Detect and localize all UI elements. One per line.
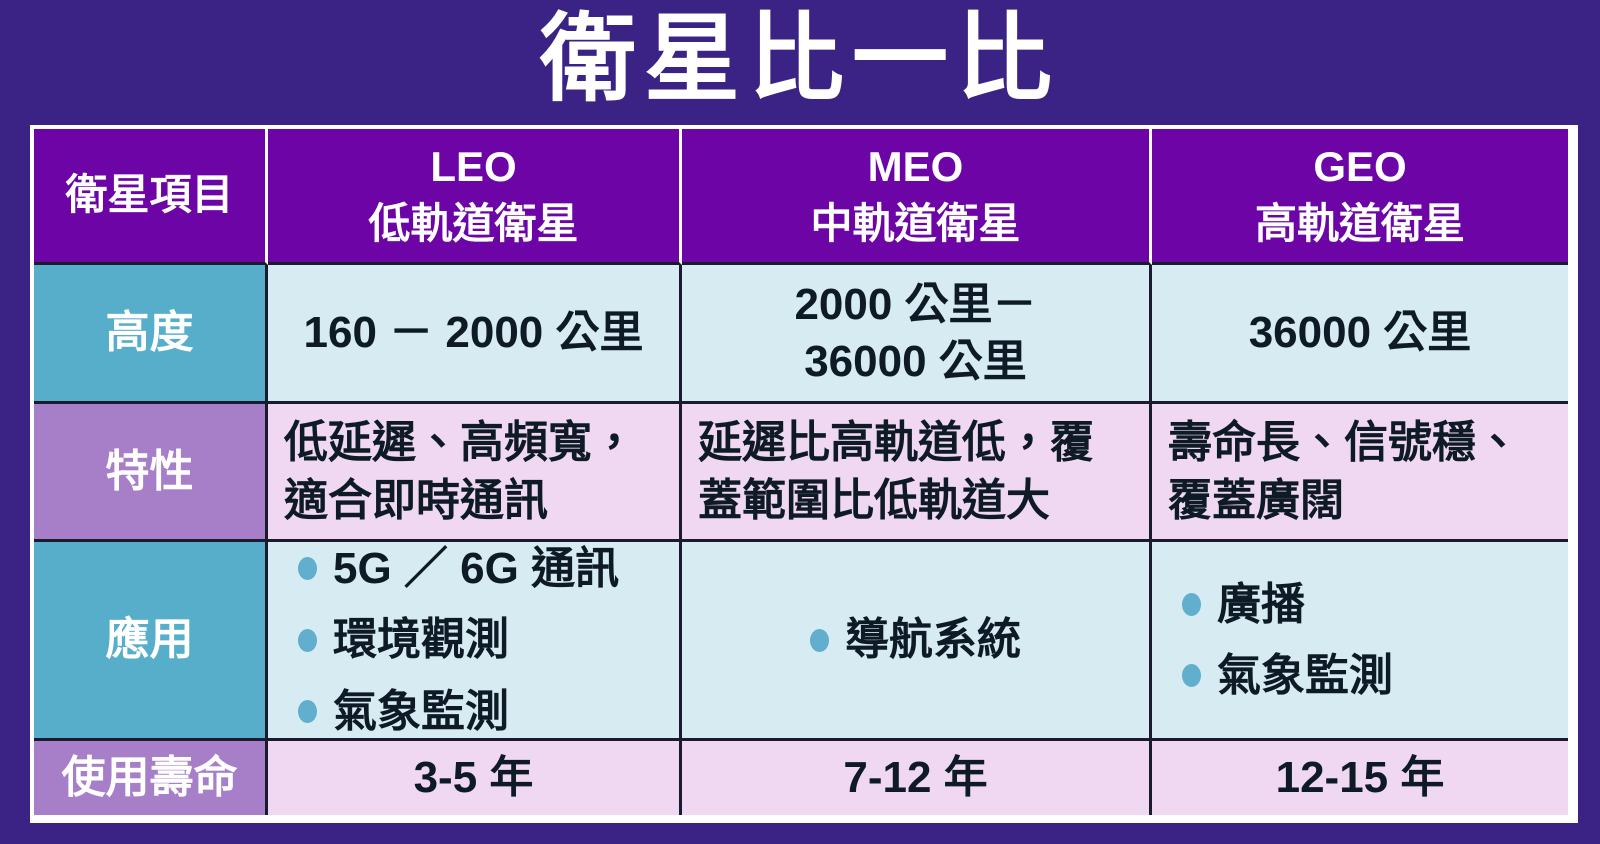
application-label: 環境觀測	[333, 615, 509, 665]
bullet-icon	[298, 699, 317, 723]
application-label: 5G ／ 6G 通訊	[333, 544, 620, 594]
list-item: 5G ／ 6G 通訊	[298, 540, 619, 597]
row-label-lifespan: 使用壽命	[34, 741, 268, 815]
list-item: 廣播	[1182, 576, 1305, 633]
list-item: 環境觀測	[298, 611, 509, 668]
page-title: 衛星比一比	[540, 6, 1060, 113]
cell-characteristics-meo: 延遲比高軌道低，覆 蓋範圍比低軌道大	[682, 404, 1152, 542]
list-item: 導航系統	[810, 611, 1021, 668]
cell-lifespan-meo: 7-12 年	[682, 741, 1152, 815]
bullet-icon	[298, 557, 317, 581]
leo-abbr: LEO	[430, 142, 517, 190]
header-cell-corner: 衛星項目	[34, 129, 268, 265]
cell-applications-leo: 5G ／ 6G 通訊 環境觀測 氣象監測	[268, 542, 682, 741]
cell-altitude-leo: 160 － 2000 公里	[268, 265, 682, 404]
bullet-icon	[298, 628, 317, 652]
bullet-icon	[810, 628, 829, 652]
cell-altitude-geo: 36000 公里	[1152, 265, 1568, 404]
list-item: 氣象監測	[298, 683, 509, 740]
meo-name: 中軌道衛星	[810, 199, 1021, 247]
cell-characteristics-geo: 壽命長、信號穩、 覆蓋廣闊	[1152, 404, 1568, 542]
header-cell-geo: GEO 高軌道衛星	[1152, 129, 1568, 265]
header-cell-leo: LEO 低軌道衛星	[268, 129, 682, 265]
cell-altitude-meo: 2000 公里－ 36000 公里	[682, 265, 1152, 404]
corner-label: 衛星項目	[65, 171, 234, 219]
cell-lifespan-leo: 3-5 年	[268, 741, 682, 815]
row-label-altitude: 高度	[34, 265, 268, 404]
comparison-grid: 衛星項目 LEO 低軌道衛星 MEO 中軌道衛星 GEO 高軌道衛星 高度 16…	[34, 129, 1568, 815]
geo-abbr: GEO	[1313, 142, 1407, 190]
meo-abbr: MEO	[867, 142, 964, 190]
cell-applications-meo: 導航系統	[682, 542, 1152, 741]
leo-name: 低軌道衛星	[368, 199, 579, 247]
header-cell-meo: MEO 中軌道衛星	[682, 129, 1152, 265]
cell-characteristics-leo: 低延遲、高頻寬， 適合即時通訊	[268, 404, 682, 542]
row-label-characteristics: 特性	[34, 404, 268, 542]
geo-name: 高軌道衛星	[1254, 199, 1465, 247]
application-label: 導航系統	[845, 615, 1021, 665]
application-label: 廣播	[1217, 579, 1305, 629]
bullet-icon	[1182, 664, 1201, 688]
cell-lifespan-geo: 12-15 年	[1152, 741, 1568, 815]
application-label: 氣象監測	[333, 686, 509, 736]
bullet-icon	[1182, 592, 1201, 616]
cell-applications-geo: 廣播 氣象監測	[1152, 542, 1568, 741]
list-item: 氣象監測	[1182, 647, 1393, 704]
application-label: 氣象監測	[1217, 651, 1393, 700]
comparison-table: 衛星項目 LEO 低軌道衛星 MEO 中軌道衛星 GEO 高軌道衛星 高度 16…	[30, 125, 1578, 823]
row-label-applications: 應用	[34, 542, 268, 741]
